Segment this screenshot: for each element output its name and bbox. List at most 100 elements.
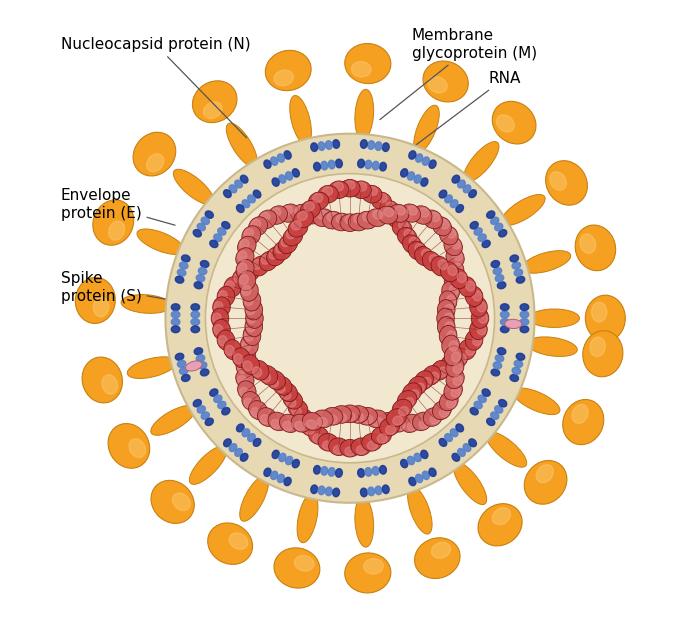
Ellipse shape xyxy=(304,202,314,211)
Ellipse shape xyxy=(354,214,364,223)
Ellipse shape xyxy=(174,169,214,205)
Ellipse shape xyxy=(197,406,205,413)
Ellipse shape xyxy=(279,175,286,183)
Ellipse shape xyxy=(421,450,428,459)
Ellipse shape xyxy=(244,331,253,341)
Ellipse shape xyxy=(520,311,528,318)
Ellipse shape xyxy=(393,211,402,221)
Ellipse shape xyxy=(190,446,227,485)
Ellipse shape xyxy=(242,429,250,437)
Ellipse shape xyxy=(412,412,432,431)
Ellipse shape xyxy=(491,261,500,268)
Ellipse shape xyxy=(363,415,373,424)
Ellipse shape xyxy=(196,275,204,282)
Ellipse shape xyxy=(407,172,414,180)
Ellipse shape xyxy=(268,206,288,224)
Ellipse shape xyxy=(527,337,578,357)
Ellipse shape xyxy=(466,286,483,307)
Ellipse shape xyxy=(442,335,459,355)
Ellipse shape xyxy=(550,172,566,190)
Circle shape xyxy=(205,174,495,463)
Ellipse shape xyxy=(351,62,371,77)
Ellipse shape xyxy=(271,208,281,217)
Ellipse shape xyxy=(500,326,509,332)
Ellipse shape xyxy=(279,383,298,402)
Ellipse shape xyxy=(422,157,429,165)
Ellipse shape xyxy=(251,408,260,417)
Ellipse shape xyxy=(407,421,417,431)
Ellipse shape xyxy=(416,474,423,483)
Ellipse shape xyxy=(246,322,255,332)
Ellipse shape xyxy=(248,400,267,420)
Ellipse shape xyxy=(213,297,230,317)
Ellipse shape xyxy=(311,485,318,494)
Ellipse shape xyxy=(520,326,528,332)
Ellipse shape xyxy=(229,444,237,452)
Ellipse shape xyxy=(452,274,461,285)
Ellipse shape xyxy=(486,432,526,467)
Ellipse shape xyxy=(335,159,342,168)
Ellipse shape xyxy=(354,413,364,422)
Ellipse shape xyxy=(261,255,270,265)
Ellipse shape xyxy=(258,408,277,426)
Ellipse shape xyxy=(416,154,423,162)
Ellipse shape xyxy=(238,263,247,273)
Ellipse shape xyxy=(356,182,367,191)
Ellipse shape xyxy=(494,362,502,369)
Ellipse shape xyxy=(410,237,419,247)
Ellipse shape xyxy=(423,61,468,102)
Ellipse shape xyxy=(379,200,400,218)
Ellipse shape xyxy=(442,281,459,302)
Ellipse shape xyxy=(213,320,230,340)
Ellipse shape xyxy=(245,316,262,337)
Ellipse shape xyxy=(510,255,519,262)
Ellipse shape xyxy=(260,213,270,222)
Ellipse shape xyxy=(440,219,449,229)
Ellipse shape xyxy=(351,438,372,455)
Ellipse shape xyxy=(444,195,452,203)
Circle shape xyxy=(165,133,535,503)
Ellipse shape xyxy=(267,247,286,266)
Ellipse shape xyxy=(357,407,377,425)
Ellipse shape xyxy=(439,190,447,198)
Ellipse shape xyxy=(323,211,343,229)
Ellipse shape xyxy=(172,493,190,510)
Ellipse shape xyxy=(486,211,495,218)
Ellipse shape xyxy=(458,339,476,360)
Ellipse shape xyxy=(449,341,458,351)
Ellipse shape xyxy=(286,172,293,180)
Ellipse shape xyxy=(323,407,343,425)
Ellipse shape xyxy=(198,362,206,369)
Ellipse shape xyxy=(172,326,180,332)
Ellipse shape xyxy=(201,412,209,419)
Ellipse shape xyxy=(357,211,377,229)
Ellipse shape xyxy=(93,297,108,317)
Ellipse shape xyxy=(264,468,271,476)
Ellipse shape xyxy=(222,407,230,415)
Ellipse shape xyxy=(345,180,355,190)
Ellipse shape xyxy=(368,141,374,150)
Ellipse shape xyxy=(377,206,398,224)
Ellipse shape xyxy=(529,309,580,328)
Ellipse shape xyxy=(453,263,462,273)
Ellipse shape xyxy=(496,355,504,362)
Ellipse shape xyxy=(382,143,389,151)
Ellipse shape xyxy=(326,141,332,150)
Ellipse shape xyxy=(196,355,204,362)
Ellipse shape xyxy=(360,140,368,148)
Ellipse shape xyxy=(473,290,482,301)
Ellipse shape xyxy=(349,213,369,231)
Ellipse shape xyxy=(300,200,321,218)
Ellipse shape xyxy=(311,143,318,151)
Ellipse shape xyxy=(214,234,222,242)
Ellipse shape xyxy=(298,211,307,221)
Ellipse shape xyxy=(290,95,312,145)
Ellipse shape xyxy=(456,424,463,432)
Ellipse shape xyxy=(204,102,222,119)
Ellipse shape xyxy=(284,477,291,486)
Ellipse shape xyxy=(466,281,475,291)
Ellipse shape xyxy=(200,369,209,376)
Ellipse shape xyxy=(454,462,486,504)
Ellipse shape xyxy=(375,486,382,494)
Ellipse shape xyxy=(298,416,307,425)
